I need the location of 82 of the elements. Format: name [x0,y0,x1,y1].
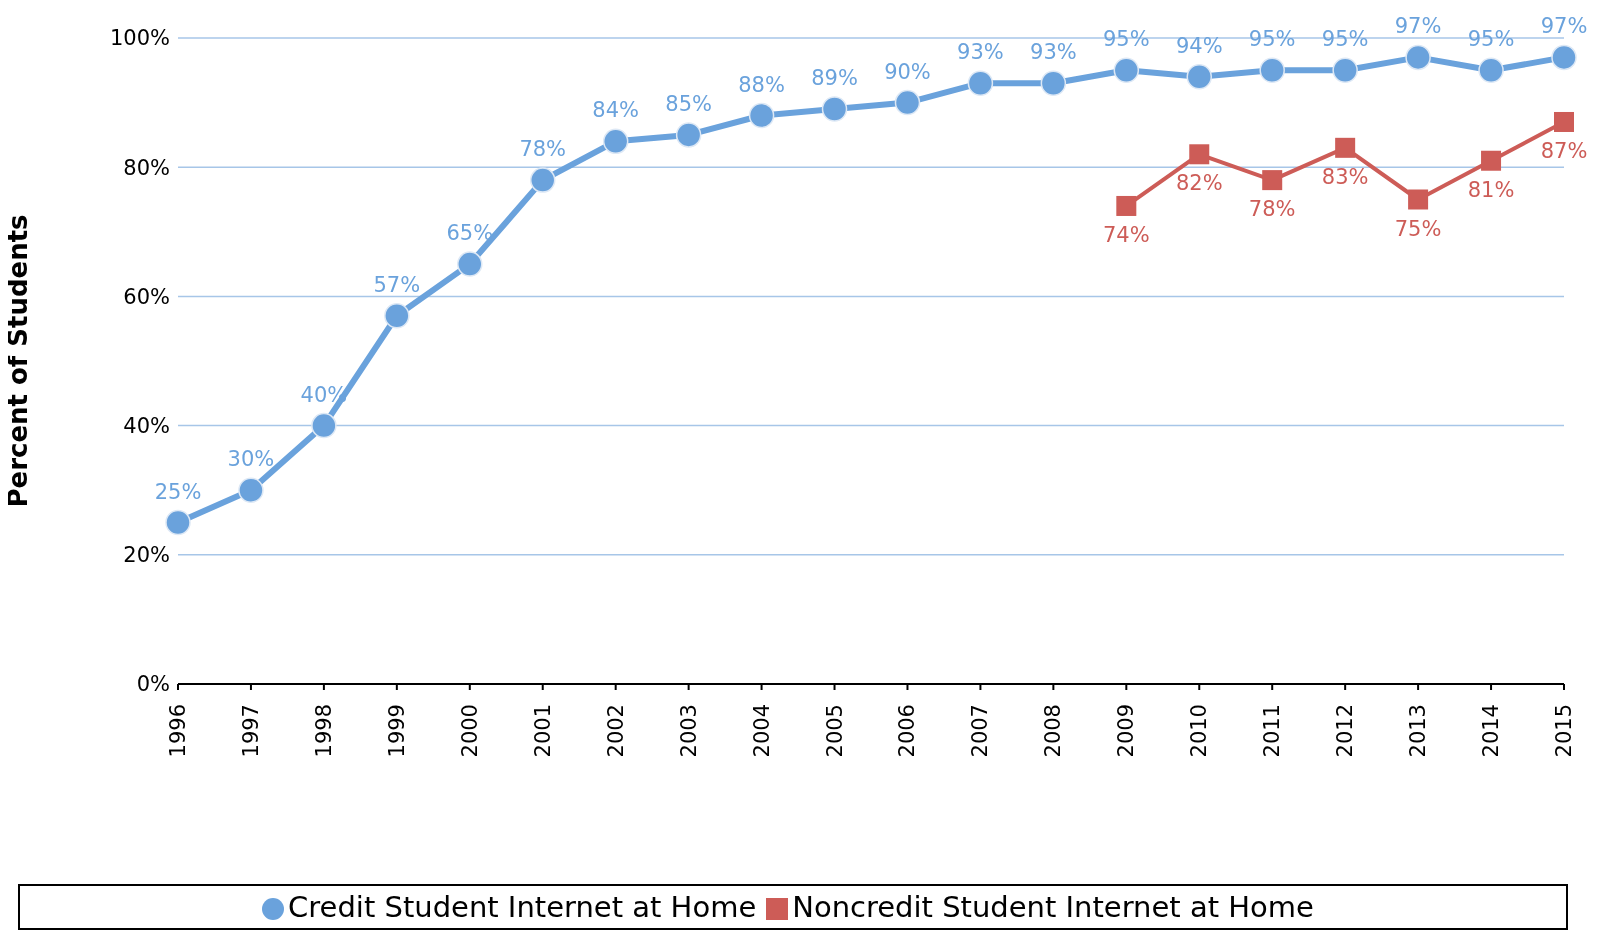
x-tick-label: 2004 [749,704,774,758]
y-axis-title: Percent of Students [3,214,34,508]
point [894,89,921,116]
data-label: 93% [1030,40,1077,65]
data-label: 90% [884,59,931,84]
data-label: 87% [1540,138,1588,163]
point [1405,44,1431,71]
point [1408,189,1429,210]
point [967,70,994,96]
x-tick-label: 2013 [1406,704,1431,758]
data-label: 95% [1102,27,1150,52]
data-label: 93% [957,40,1004,65]
point [1335,137,1356,158]
data-label: 89% [811,66,858,91]
x-tick-label: 1997 [238,704,263,758]
y-tick-label: 100% [109,26,170,51]
x-tick-label: 2000 [457,704,482,758]
legend-label: Credit Student Internet at Home [288,890,757,924]
point [1189,144,1210,165]
x-tick-label: 2014 [1479,704,1504,758]
data-label: 74% [1102,222,1150,247]
x-tick-label: 1999 [384,704,409,758]
legend-label: Noncredit Student Internet at Home [792,890,1314,924]
x-tick-label: 2006 [895,704,920,758]
x-tick-label: 2012 [1333,704,1358,758]
data-label: 88% [738,72,785,97]
point [1332,57,1358,84]
point [821,96,848,122]
data-label: 97% [1540,14,1588,39]
data-label: 95% [1467,27,1515,52]
x-tick-label: 2003 [676,704,701,758]
x-tick-label: 1996 [166,704,190,758]
point [238,477,264,503]
point [1040,70,1067,96]
data-label: 83% [1321,164,1369,189]
point [1481,150,1502,171]
data-label: 85% [665,91,712,116]
data-label: 30% [227,447,275,472]
y-tick-label: 0% [136,672,170,697]
point [457,251,483,277]
y-tick-label: 40% [123,414,170,439]
point [1259,57,1285,84]
point [602,128,629,155]
x-tick-label: 2011 [1260,704,1285,758]
x-tick-label: 2015 [1552,704,1576,758]
point [1262,170,1283,191]
point [1113,57,1140,84]
x-tick-label: 2010 [1187,704,1212,758]
point [675,122,702,148]
point [529,167,556,193]
x-tick-label: 2001 [530,704,555,758]
x-tick-label: 1998 [311,704,336,758]
data-label: 97% [1394,14,1442,39]
data-label: 84% [592,98,640,123]
point [1551,44,1577,71]
data-label: 82% [1175,171,1223,196]
point [1478,57,1504,84]
y-tick-label: 60% [123,284,170,309]
data-label: 75% [1394,216,1442,241]
y-tick-label: 20% [123,543,170,568]
point [311,412,337,439]
data-label: 57% [373,272,421,297]
x-tick-label: 2008 [1041,704,1066,758]
x-tick-label: 2007 [968,704,993,758]
x-tick-label: 2002 [603,704,628,758]
x-tick-label: 2005 [822,704,847,758]
point [748,102,775,129]
data-label: 95% [1248,27,1296,52]
data-label: 78% [1248,197,1296,222]
point [384,303,410,329]
point [1186,64,1213,90]
y-tick-label: 80% [123,155,170,180]
point [165,509,191,536]
data-label: 25% [154,479,202,504]
point [1116,195,1137,216]
point [1554,111,1574,132]
data-label: 78% [519,137,567,162]
data-label: 94% [1175,33,1223,58]
x-tick-label: 2009 [1114,704,1139,758]
data-label: 65% [446,221,494,246]
data-label: 95% [1321,27,1369,52]
data-label: 81% [1467,177,1515,202]
